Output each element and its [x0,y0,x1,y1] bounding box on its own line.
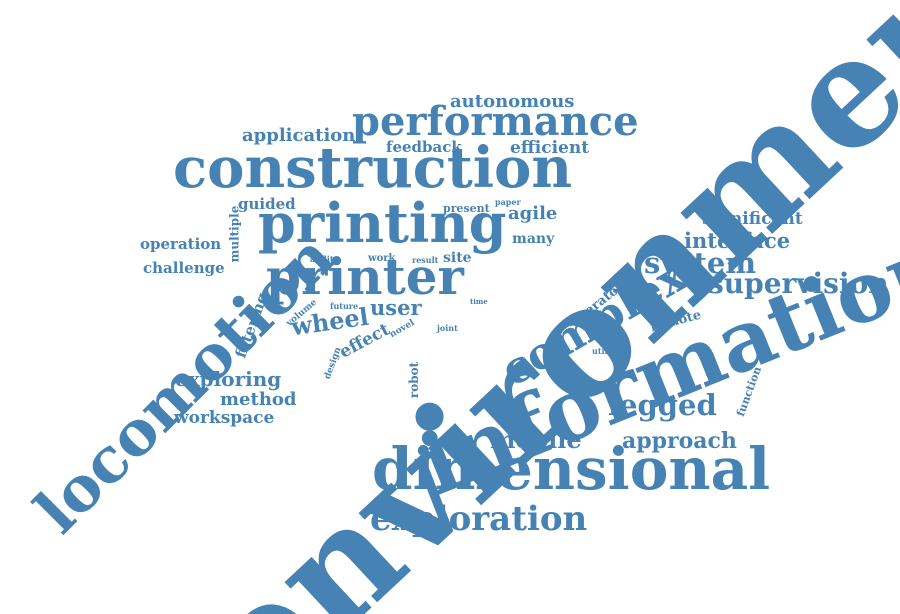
word-multiple: multiple [227,205,242,263]
word-exploring: exploring [175,367,282,391]
word-work: work [368,253,396,264]
word-autonomous: autonomous [450,91,575,112]
word-supervision: supervision [708,267,889,300]
word-utility: utility [592,346,619,356]
word-efficient: efficient [510,138,590,158]
word-many: many [512,231,555,247]
word-printing: printing [258,191,507,255]
word-application: application [242,125,356,146]
word-system: system [644,246,757,280]
word-operation: operation [140,235,222,253]
word-performance: performance [352,98,639,145]
word-interface: interface [684,228,791,253]
word-paper: paper [495,197,521,207]
word-agile: agile [508,203,558,224]
word-exploration: exploration [370,499,588,539]
word-mobile: mobile [490,425,582,454]
word-site: site [443,250,472,266]
word-design: design [322,345,344,381]
word-legged: legged [608,388,717,422]
word-result: result [412,255,439,265]
word-joint: joint [437,323,458,333]
word-feedback: feedback [386,138,462,156]
word-method: method [220,389,297,410]
word-dimensional: dimensional [372,435,771,503]
word-user: user [370,295,422,320]
word-construction: construction [173,135,573,201]
word-approach: approach [622,428,737,454]
word-challenge: challenge [143,259,225,277]
word-robot: robot [407,361,422,399]
word-time: time [470,297,488,306]
word-guided: guided [238,195,296,213]
word-printer: printer [266,247,464,306]
word-novel: novel [388,318,417,341]
word-workspace: workspace [174,408,275,428]
word-ability: ability [310,254,339,264]
word-significant: significant [702,209,803,229]
word-present: present [443,202,490,215]
word-future: future [330,301,359,311]
